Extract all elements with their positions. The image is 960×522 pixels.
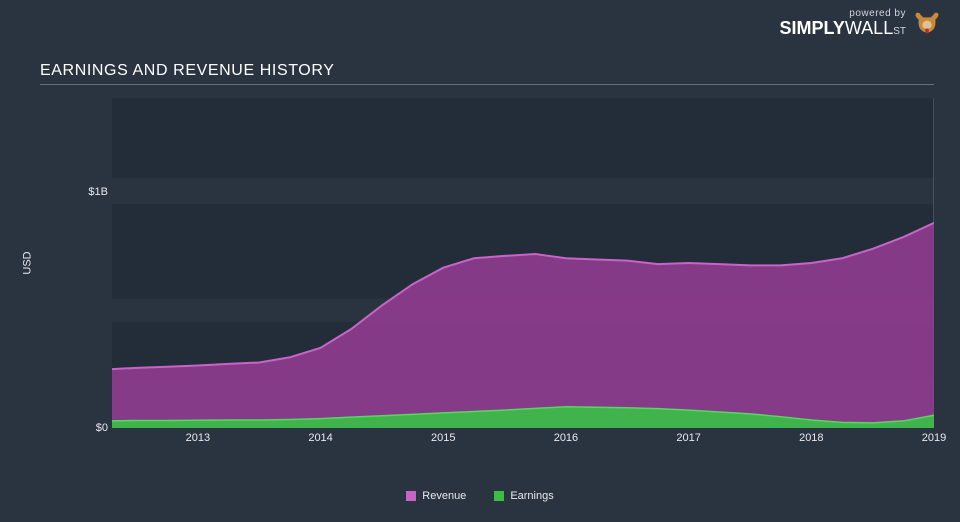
y-axis-label: USD — [22, 251, 34, 274]
title-divider — [40, 84, 934, 85]
x-tick-label: 2019 — [922, 432, 946, 444]
x-tick-label: 2017 — [676, 432, 700, 444]
brand-logo: powered by SIMPLYWALLST — [780, 8, 943, 38]
bull-icon — [912, 8, 942, 38]
x-tick-label: 2018 — [799, 432, 823, 444]
legend-swatch — [406, 491, 416, 501]
grid-band — [112, 98, 934, 178]
x-tick-label: 2016 — [554, 432, 578, 444]
chart-title: EARNINGS AND REVENUE HISTORY — [40, 62, 335, 80]
y-tick-label: $1B — [64, 186, 108, 198]
y-tick-label: $0 — [64, 422, 108, 434]
plot-area — [112, 98, 934, 428]
legend-label: Earnings — [510, 490, 553, 502]
legend-label: Revenue — [422, 490, 466, 502]
x-tick-label: 2015 — [431, 432, 455, 444]
legend-item-revenue: Revenue — [406, 490, 466, 502]
brand-name: SIMPLYWALLST — [780, 19, 907, 37]
legend: Revenue Earnings — [0, 490, 960, 502]
x-axis-ticks: 2013201420152016201720182019 — [112, 432, 934, 448]
legend-item-earnings: Earnings — [494, 490, 553, 502]
chart: USD 2013201420152016201720182019 $0$1B — [40, 98, 934, 462]
legend-swatch — [494, 491, 504, 501]
x-tick-label: 2013 — [186, 432, 210, 444]
x-tick-label: 2014 — [308, 432, 332, 444]
